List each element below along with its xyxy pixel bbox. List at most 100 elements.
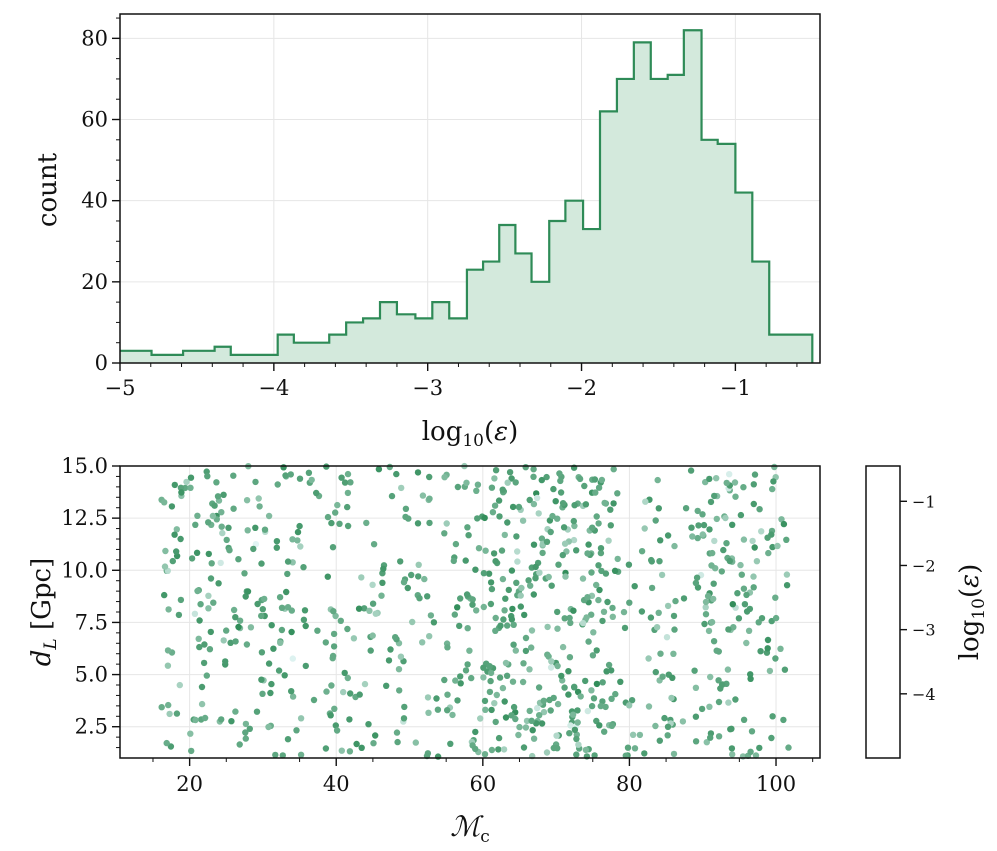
scatter-point bbox=[724, 666, 732, 673]
scatter-point bbox=[570, 517, 577, 525]
scatter-point bbox=[729, 751, 736, 758]
scatter-point bbox=[178, 489, 185, 496]
scatter-point bbox=[628, 697, 636, 704]
scatter-point bbox=[653, 624, 661, 631]
scatter-point bbox=[554, 662, 561, 670]
scatter-point bbox=[514, 548, 521, 555]
scatter-point bbox=[241, 570, 248, 577]
scatter-point bbox=[456, 622, 463, 630]
colorbar: −1 −2 −3 −4 log10(ε) bbox=[865, 465, 989, 759]
scatter-point bbox=[692, 738, 700, 745]
scatter-point bbox=[751, 544, 758, 551]
scatter-point bbox=[412, 739, 419, 746]
scatter-point bbox=[656, 737, 663, 744]
scatter-point bbox=[538, 476, 545, 484]
scatter-point bbox=[187, 730, 194, 737]
scatter-point bbox=[393, 470, 400, 478]
scatter-point bbox=[652, 668, 659, 676]
scatter-point bbox=[192, 716, 199, 724]
scatter-point bbox=[205, 592, 212, 599]
scatter-point bbox=[720, 546, 727, 554]
scatter-point bbox=[597, 545, 605, 552]
scatter-point bbox=[495, 734, 503, 742]
scatter-point bbox=[481, 697, 489, 705]
scatter-point bbox=[464, 661, 471, 668]
scatter-point bbox=[424, 694, 432, 701]
scatter-point bbox=[333, 727, 341, 734]
scatter-point bbox=[297, 751, 305, 758]
scatter-point bbox=[748, 728, 756, 735]
scatter-point bbox=[517, 592, 524, 599]
scatter-point bbox=[265, 723, 272, 731]
scatter-point bbox=[201, 641, 208, 648]
scatter-point bbox=[614, 490, 621, 497]
scatter-point bbox=[498, 547, 506, 554]
scatter-point bbox=[242, 735, 249, 742]
scatter-point bbox=[663, 634, 671, 641]
colorbar-tick-label: −4 bbox=[912, 685, 936, 704]
scatter-point bbox=[472, 728, 479, 736]
scatter-point bbox=[191, 610, 199, 617]
scatter-y-tick-label: 12.5 bbox=[61, 506, 108, 530]
scatter-point bbox=[500, 616, 507, 623]
scatter-point bbox=[523, 717, 531, 725]
scatter-point bbox=[218, 523, 225, 530]
histogram-x-tick-label: −1 bbox=[720, 376, 751, 400]
scatter-point bbox=[275, 667, 283, 674]
scatter-point bbox=[353, 740, 360, 748]
scatter-point bbox=[177, 535, 184, 543]
histogram-fill bbox=[120, 30, 813, 364]
scatter-point bbox=[161, 591, 168, 599]
scatter-point bbox=[631, 583, 638, 590]
scatter-point bbox=[729, 601, 736, 608]
scatter-point bbox=[544, 623, 551, 631]
scatter-point bbox=[243, 497, 251, 504]
scatter-point bbox=[576, 475, 584, 483]
scatter-point bbox=[547, 707, 554, 714]
scatter-point bbox=[529, 727, 536, 734]
scatter-point bbox=[508, 567, 516, 574]
scatter-point bbox=[732, 493, 739, 500]
scatter-point bbox=[274, 481, 281, 488]
scatter-point bbox=[581, 482, 588, 490]
scatter-point bbox=[715, 677, 722, 684]
scatter-point bbox=[540, 708, 548, 716]
scatter-point bbox=[278, 604, 286, 611]
scatter-point bbox=[520, 660, 527, 667]
scatter-point bbox=[738, 571, 745, 578]
histogram-y-tick-label: 0 bbox=[95, 351, 108, 375]
scatter-point bbox=[656, 558, 663, 565]
scatter-point bbox=[504, 519, 511, 526]
scatter-point bbox=[482, 547, 489, 554]
scatter-point bbox=[747, 748, 754, 755]
scatter-point bbox=[504, 479, 511, 486]
scatter-point bbox=[217, 559, 224, 567]
scatter-point bbox=[602, 570, 610, 577]
scatter-point bbox=[268, 622, 275, 629]
scatter-point bbox=[487, 579, 495, 586]
scatter-point bbox=[481, 751, 489, 758]
scatter-point bbox=[543, 473, 550, 481]
scatter-y-tick-label: 2.5 bbox=[75, 715, 108, 739]
scatter-point bbox=[566, 730, 573, 737]
scatter-point bbox=[161, 563, 169, 570]
scatter-point bbox=[711, 537, 718, 545]
scatter-point bbox=[611, 567, 619, 574]
scatter-point bbox=[171, 531, 178, 538]
scatter-point bbox=[426, 473, 433, 481]
scatter-point bbox=[713, 647, 720, 654]
scatter-point bbox=[668, 694, 675, 702]
scatter-point bbox=[550, 485, 557, 493]
scatter-point bbox=[766, 667, 774, 675]
scatter-point bbox=[497, 622, 504, 629]
scatter-point bbox=[175, 611, 183, 619]
scatter-point bbox=[270, 645, 277, 652]
scatter-point bbox=[397, 558, 404, 565]
histogram-y-tick-label: 20 bbox=[81, 270, 108, 294]
scatter-point bbox=[253, 708, 261, 715]
scatter-point bbox=[452, 677, 459, 684]
scatter-point bbox=[702, 611, 710, 618]
scatter-point bbox=[372, 732, 379, 739]
scatter-point bbox=[722, 514, 729, 522]
scatter-point bbox=[194, 587, 201, 595]
